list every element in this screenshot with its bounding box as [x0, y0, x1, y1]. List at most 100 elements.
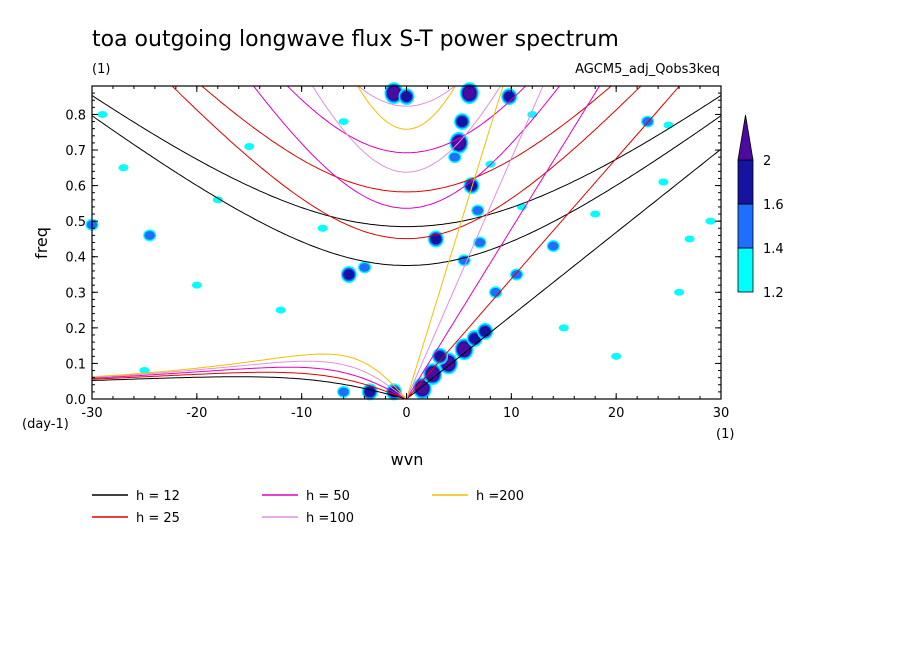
y-tick-label-7: 0.7 — [65, 144, 86, 159]
y-tick-label-2: 0.2 — [65, 322, 86, 337]
y-unit-label: (day-1) — [22, 417, 69, 432]
x-tick-label-6: 30 — [713, 406, 730, 421]
contour-blob-35-level-0 — [684, 235, 695, 243]
contour-blob-43-level-0 — [674, 288, 685, 296]
x-tick-label-1: -20 — [186, 406, 207, 421]
dispersion-curve-h200-branch-2 — [356, 86, 457, 130]
contour-blob-1-level-3 — [426, 367, 439, 381]
x-axis-label: wvn — [391, 450, 424, 469]
legend-label-h12: h = 12 — [136, 489, 180, 504]
y-tick-label-1: 0.1 — [65, 357, 86, 372]
contour-blob-10-level-2 — [430, 233, 442, 245]
y-tick-label-0: 0.0 — [65, 393, 86, 408]
y-tick-label-6: 0.6 — [65, 180, 86, 195]
contour-blob-3-level-3 — [458, 343, 471, 356]
contour-blob-14-level-2 — [503, 91, 515, 102]
contour-blob-29-level-1 — [144, 230, 155, 240]
colorbar-arrow — [737, 114, 754, 161]
contour-blob-44-level-0 — [244, 142, 255, 150]
dispersion-curve-h25-branch-3 — [201, 86, 612, 193]
contour-blob-46-level-0 — [317, 224, 328, 232]
contour-blob-38-level-0 — [558, 324, 569, 332]
contour-blob-31-level-0 — [118, 164, 129, 172]
contour-blob-17-level-2 — [343, 269, 355, 280]
contour-blob-21-level-1 — [449, 152, 461, 162]
contour-blob-6-level-2 — [434, 351, 446, 362]
colorbar-segment-1 — [737, 203, 754, 249]
legend: h = 12 h = 25 h = 50 h =100 h =200 — [92, 489, 524, 526]
contour-blob-32-level-0 — [338, 118, 349, 126]
dispersion-curve-h25-branch-1 — [92, 371, 407, 399]
contour-blob-33-level-0 — [139, 367, 150, 375]
colorbar-segment-2 — [737, 159, 754, 205]
contour-layer — [85, 82, 716, 401]
contour-blob-34-level-0 — [590, 210, 601, 218]
y-tick-label-5: 0.5 — [65, 215, 86, 230]
legend-label-h25: h = 25 — [136, 511, 180, 526]
dispersion-curve-h25-branch-0 — [406, 86, 681, 399]
colorbar-label-3: 2 — [763, 154, 771, 169]
contour-blob-26-level-1 — [547, 241, 559, 251]
x-axis-ticks: -30 -20 -10 0 10 20 30 — [81, 86, 729, 421]
dispersion-curve-h12-branch-1 — [92, 376, 407, 399]
colorbar-label-0: 1.2 — [763, 286, 784, 301]
chart-title: toa outgoing longwave flux S-T power spe… — [92, 27, 619, 52]
contour-blob-0-level-3 — [416, 382, 429, 395]
contour-blob-40-level-0 — [275, 306, 286, 314]
dispersion-curve-h100-branch-0 — [406, 86, 544, 399]
dispersion-curve-h50-branch-1 — [92, 366, 407, 399]
contour-blob-5-level-2 — [479, 326, 491, 337]
dispersion-curve-h25-branch-2 — [171, 86, 642, 240]
contour-blob-9-level-1 — [338, 387, 349, 397]
y-tick-label-8: 0.8 — [65, 108, 86, 123]
dispersion-curve-h100-branch-1 — [92, 360, 407, 399]
contour-blob-48-level-0 — [97, 110, 108, 118]
legend-label-h50: h = 50 — [306, 489, 350, 504]
dispersion-curve-h50-branch-2 — [252, 86, 561, 209]
y-axis-label: freq — [32, 227, 51, 259]
contour-blob-16-level-2 — [400, 91, 413, 102]
dispersion-curve-h200-branch-1 — [92, 353, 407, 399]
contour-blob-28-level-0 — [663, 121, 674, 129]
dispersion-curves-layer — [92, 86, 721, 399]
contour-blob-47-level-0 — [705, 217, 716, 225]
contour-blob-4-level-2 — [469, 333, 481, 344]
contour-blob-39-level-0 — [212, 196, 223, 204]
contour-blob-13-level-3 — [463, 86, 476, 100]
contour-blob-20-level-1 — [472, 206, 484, 215]
dispersion-curve-h12-branch-2 — [92, 115, 721, 266]
x-unit-label: (1) — [716, 427, 734, 442]
dispersion-curve-h12-branch-3 — [92, 94, 721, 228]
contour-blob-23-level-1 — [474, 238, 486, 247]
x-tick-label-5: 20 — [608, 406, 625, 421]
x-tick-label-2: -10 — [291, 406, 312, 421]
colorbar-label-2: 1.6 — [763, 198, 784, 213]
contour-blob-12-level-2 — [456, 116, 468, 127]
contour-blob-18-level-1 — [359, 262, 370, 272]
contour-blob-45-level-0 — [527, 110, 538, 118]
x-tick-label-0: -30 — [81, 406, 102, 421]
x-tick-label-3: 0 — [402, 406, 410, 421]
chart-subtitle-left: (1) — [92, 62, 110, 77]
dispersion-curve-h200-branch-0 — [406, 86, 504, 399]
contour-blob-15-level-3 — [388, 86, 400, 100]
colorbar-segment-0 — [737, 247, 754, 293]
legend-label-h200: h =200 — [476, 489, 524, 504]
contour-blob-36-level-0 — [658, 178, 669, 186]
colorbar: 1.2 1.4 1.6 2 — [737, 114, 784, 301]
plot-frame — [91, 85, 722, 400]
y-tick-label-3: 0.3 — [65, 286, 86, 301]
contour-blob-25-level-1 — [511, 270, 522, 279]
x-tick-label-4: 10 — [503, 406, 520, 421]
dispersion-curve-h50-branch-0 — [406, 86, 601, 399]
colorbar-label-1: 1.4 — [763, 242, 784, 257]
dispersion-curve-h100-branch-3 — [357, 86, 456, 107]
dispersion-curve-h50-branch-3 — [286, 86, 527, 154]
dispersion-curve-h100-branch-2 — [311, 86, 502, 173]
chart-subtitle-right: AGCM5_adj_Qobs3keq — [575, 62, 720, 77]
y-tick-label-4: 0.4 — [65, 251, 86, 266]
dispersion-curve-h12-branch-0 — [406, 148, 721, 399]
y-axis-ticks: 0.0 0.1 0.2 0.3 0.4 0.5 0.6 0.7 0.8 — [65, 85, 721, 408]
contour-blob-42-level-0 — [611, 352, 622, 360]
